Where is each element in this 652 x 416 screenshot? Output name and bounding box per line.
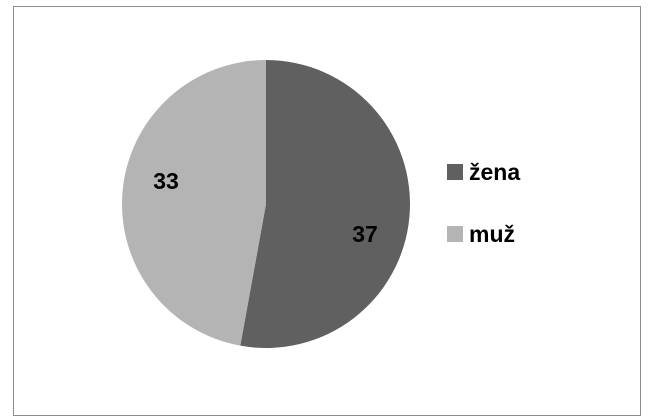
legend-swatch-zena: [447, 164, 463, 180]
legend-label-zena: žena: [469, 158, 521, 185]
legend-label-muz: muž: [469, 220, 515, 247]
legend: žena muž: [447, 152, 520, 254]
pie-slice-muz: [122, 60, 267, 346]
data-label-muz: 33: [153, 168, 179, 194]
data-label-zena: 37: [352, 221, 378, 247]
legend-item-muz: muž: [447, 214, 520, 254]
legend-item-zena: žena: [447, 152, 520, 192]
pie-chart: 37 33: [122, 60, 411, 348]
pie-slice-zena: [240, 60, 411, 348]
legend-swatch-muz: [447, 226, 463, 242]
